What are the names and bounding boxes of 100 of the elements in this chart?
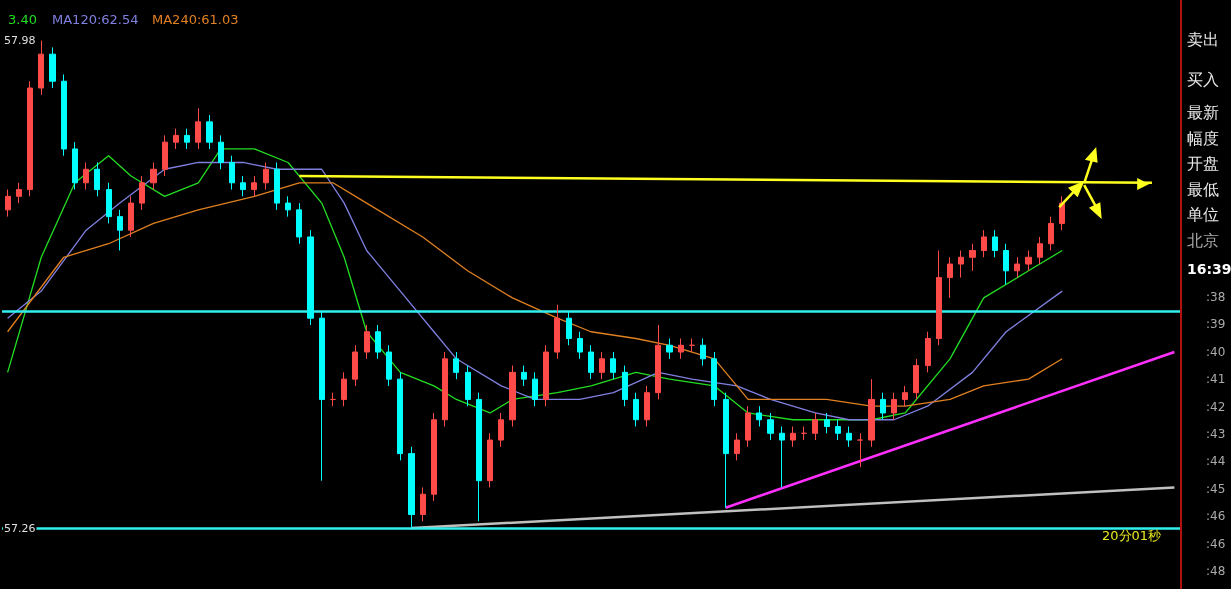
candlestick bbox=[577, 331, 583, 360]
candlestick bbox=[397, 371, 403, 461]
candlestick bbox=[779, 426, 785, 488]
candlestick bbox=[1037, 236, 1043, 265]
candlestick bbox=[666, 338, 673, 360]
candlestick bbox=[49, 46, 56, 89]
candlestick bbox=[240, 175, 246, 197]
candlestick bbox=[936, 249, 942, 346]
candlestick bbox=[1014, 256, 1020, 279]
text: MA240:61.03 bbox=[152, 12, 239, 27]
candlestick bbox=[723, 392, 729, 509]
candlestick bbox=[61, 73, 67, 157]
text: :46 bbox=[1206, 509, 1226, 524]
candlestick bbox=[263, 161, 269, 191]
candlestick bbox=[969, 243, 976, 272]
text: :43 bbox=[1206, 427, 1226, 441]
text: 最新 bbox=[1187, 103, 1219, 124]
candlestick bbox=[790, 426, 796, 448]
candlestick bbox=[476, 392, 482, 522]
candlestick bbox=[218, 134, 224, 170]
candlestick bbox=[846, 426, 852, 448]
text: :48 bbox=[1206, 564, 1226, 578]
candlestick bbox=[543, 344, 549, 407]
candlestick bbox=[83, 161, 89, 191]
text: :44 bbox=[1206, 454, 1226, 469]
annotation: 20分01秒 bbox=[1102, 527, 1162, 545]
candlestick bbox=[913, 358, 919, 400]
text: :41 bbox=[1206, 372, 1226, 387]
text: 幅度 bbox=[1187, 128, 1219, 150]
candlestick bbox=[554, 304, 560, 360]
candlestick bbox=[509, 365, 516, 428]
candlestick bbox=[633, 392, 639, 428]
candlestick bbox=[678, 338, 684, 360]
candlestick bbox=[521, 365, 527, 387]
candlestick bbox=[307, 229, 314, 326]
candlestick bbox=[16, 182, 22, 204]
candlestick bbox=[868, 378, 875, 448]
candlestick bbox=[431, 412, 437, 502]
candlestick bbox=[106, 182, 112, 224]
candlestick bbox=[498, 412, 504, 448]
candlestick bbox=[487, 432, 493, 488]
candlestick bbox=[319, 310, 325, 482]
candlestick bbox=[38, 40, 44, 96]
candlestick bbox=[375, 324, 381, 360]
text: 最低 bbox=[1187, 179, 1219, 201]
candlestick bbox=[947, 256, 953, 299]
candlestick bbox=[27, 80, 33, 197]
candlestick bbox=[711, 351, 717, 407]
candlestick bbox=[801, 426, 807, 441]
text: 3.40 bbox=[8, 12, 37, 27]
candlestick bbox=[453, 351, 459, 380]
candlestick bbox=[150, 161, 157, 191]
candlestick bbox=[229, 155, 235, 191]
candlestick bbox=[566, 310, 572, 346]
text: 单位 bbox=[1187, 205, 1219, 226]
text: 北京 bbox=[1187, 230, 1219, 252]
candlestick bbox=[184, 128, 190, 150]
candlestick bbox=[902, 385, 908, 407]
candlestick bbox=[981, 229, 987, 258]
candlestick bbox=[341, 371, 347, 407]
candlestick bbox=[891, 392, 897, 421]
text: :46 bbox=[1206, 536, 1226, 551]
candlestick bbox=[532, 371, 538, 407]
candlestick bbox=[925, 331, 931, 373]
candlestick bbox=[622, 365, 628, 407]
candlestick bbox=[386, 344, 392, 387]
candlestick bbox=[1025, 249, 1032, 272]
candlestick bbox=[364, 324, 370, 360]
candlestick bbox=[465, 365, 471, 407]
candlestick bbox=[285, 195, 291, 218]
candlestick bbox=[296, 202, 302, 245]
candlestick bbox=[610, 351, 616, 380]
candlestick bbox=[599, 351, 605, 380]
candlestick bbox=[700, 338, 706, 367]
candlestick bbox=[117, 209, 123, 251]
candlestick bbox=[958, 249, 964, 279]
text: 开盘 bbox=[1187, 154, 1219, 175]
candlestick bbox=[689, 338, 695, 353]
candlestick bbox=[251, 175, 257, 197]
candlestick bbox=[644, 385, 650, 428]
candlestick bbox=[128, 195, 134, 238]
candlestick bbox=[756, 405, 762, 428]
candlestick bbox=[745, 405, 751, 448]
candlestick bbox=[1003, 243, 1009, 285]
text: 卖出 bbox=[1187, 30, 1219, 51]
candlestick bbox=[588, 344, 594, 380]
text: 16:39 bbox=[1187, 261, 1231, 277]
candlestick bbox=[992, 229, 998, 258]
candlestick bbox=[420, 486, 426, 522]
candlestick bbox=[72, 141, 78, 191]
candlestick bbox=[734, 432, 740, 461]
text: :38 bbox=[1206, 290, 1226, 304]
text: :45 bbox=[1206, 481, 1226, 496]
candlestick bbox=[880, 392, 886, 421]
y-tick-label: 57.26 bbox=[4, 521, 36, 535]
text: MA120:62.54 bbox=[52, 12, 139, 27]
candlestick bbox=[767, 412, 774, 441]
candlestick bbox=[442, 351, 448, 428]
text: :39 bbox=[1206, 317, 1226, 332]
candlestick bbox=[206, 114, 213, 150]
